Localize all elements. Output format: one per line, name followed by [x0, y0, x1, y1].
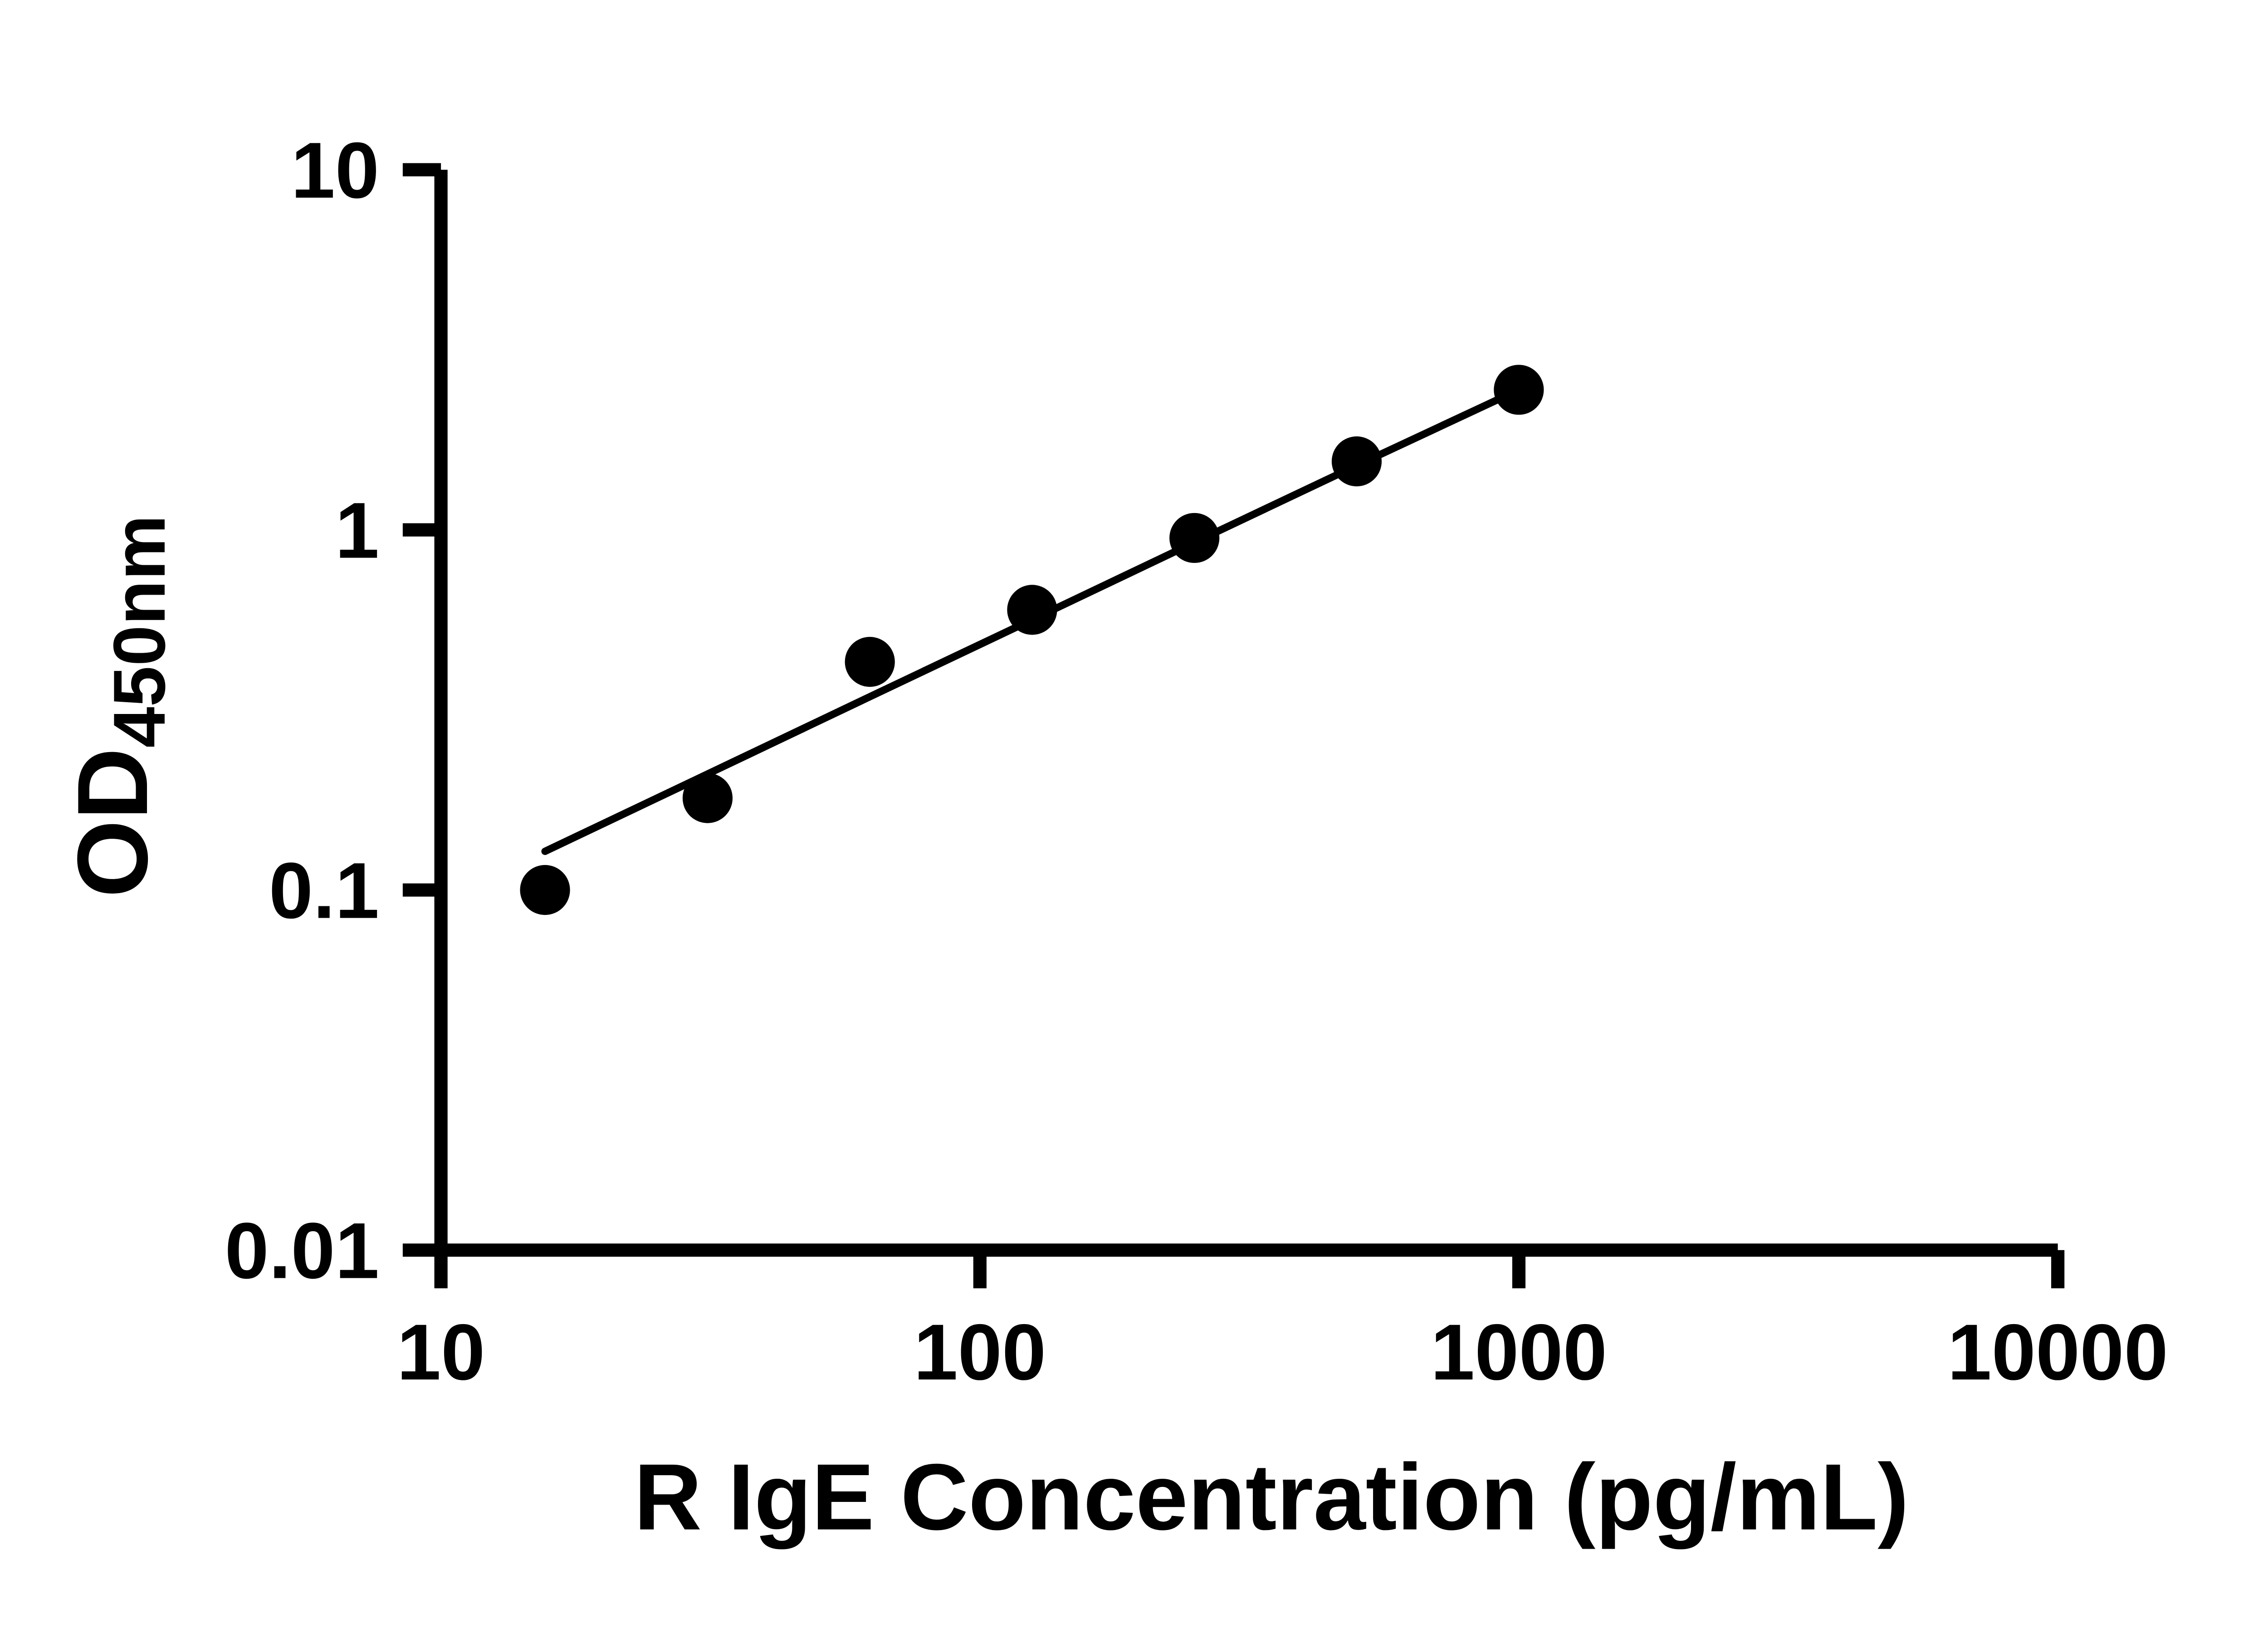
data-point	[1494, 365, 1544, 415]
y-axis-tick-label: 10	[291, 127, 379, 215]
data-point	[1007, 585, 1057, 635]
data-point	[682, 773, 733, 823]
y-axis-tick-label: 1	[335, 487, 379, 575]
data-point	[1169, 513, 1220, 563]
x-axis-title: R IgE Concentration (pg/mL)	[634, 1444, 1909, 1550]
y-axis-tick-label: 0.01	[225, 1207, 379, 1295]
x-axis-tick-label: 1000	[1431, 1308, 1607, 1397]
y-axis-title-subscript: 450nm	[98, 515, 181, 748]
x-axis-tick-label: 10	[397, 1308, 485, 1397]
axes	[434, 170, 2058, 1257]
data-point	[845, 637, 895, 687]
y-axis-title-main: OD	[57, 748, 168, 898]
plot-area: 10 100 1000 10000 0.01 0.1 1 10	[225, 127, 2168, 1397]
y-axis-tick-label: 0.1	[269, 847, 379, 935]
y-axis-title: OD450nm	[57, 515, 181, 898]
data-point	[1331, 436, 1382, 487]
x-axis-tick-label: 100	[914, 1308, 1046, 1397]
data-point	[520, 865, 570, 915]
x-axis-tick-label: 10000	[1947, 1308, 2168, 1397]
